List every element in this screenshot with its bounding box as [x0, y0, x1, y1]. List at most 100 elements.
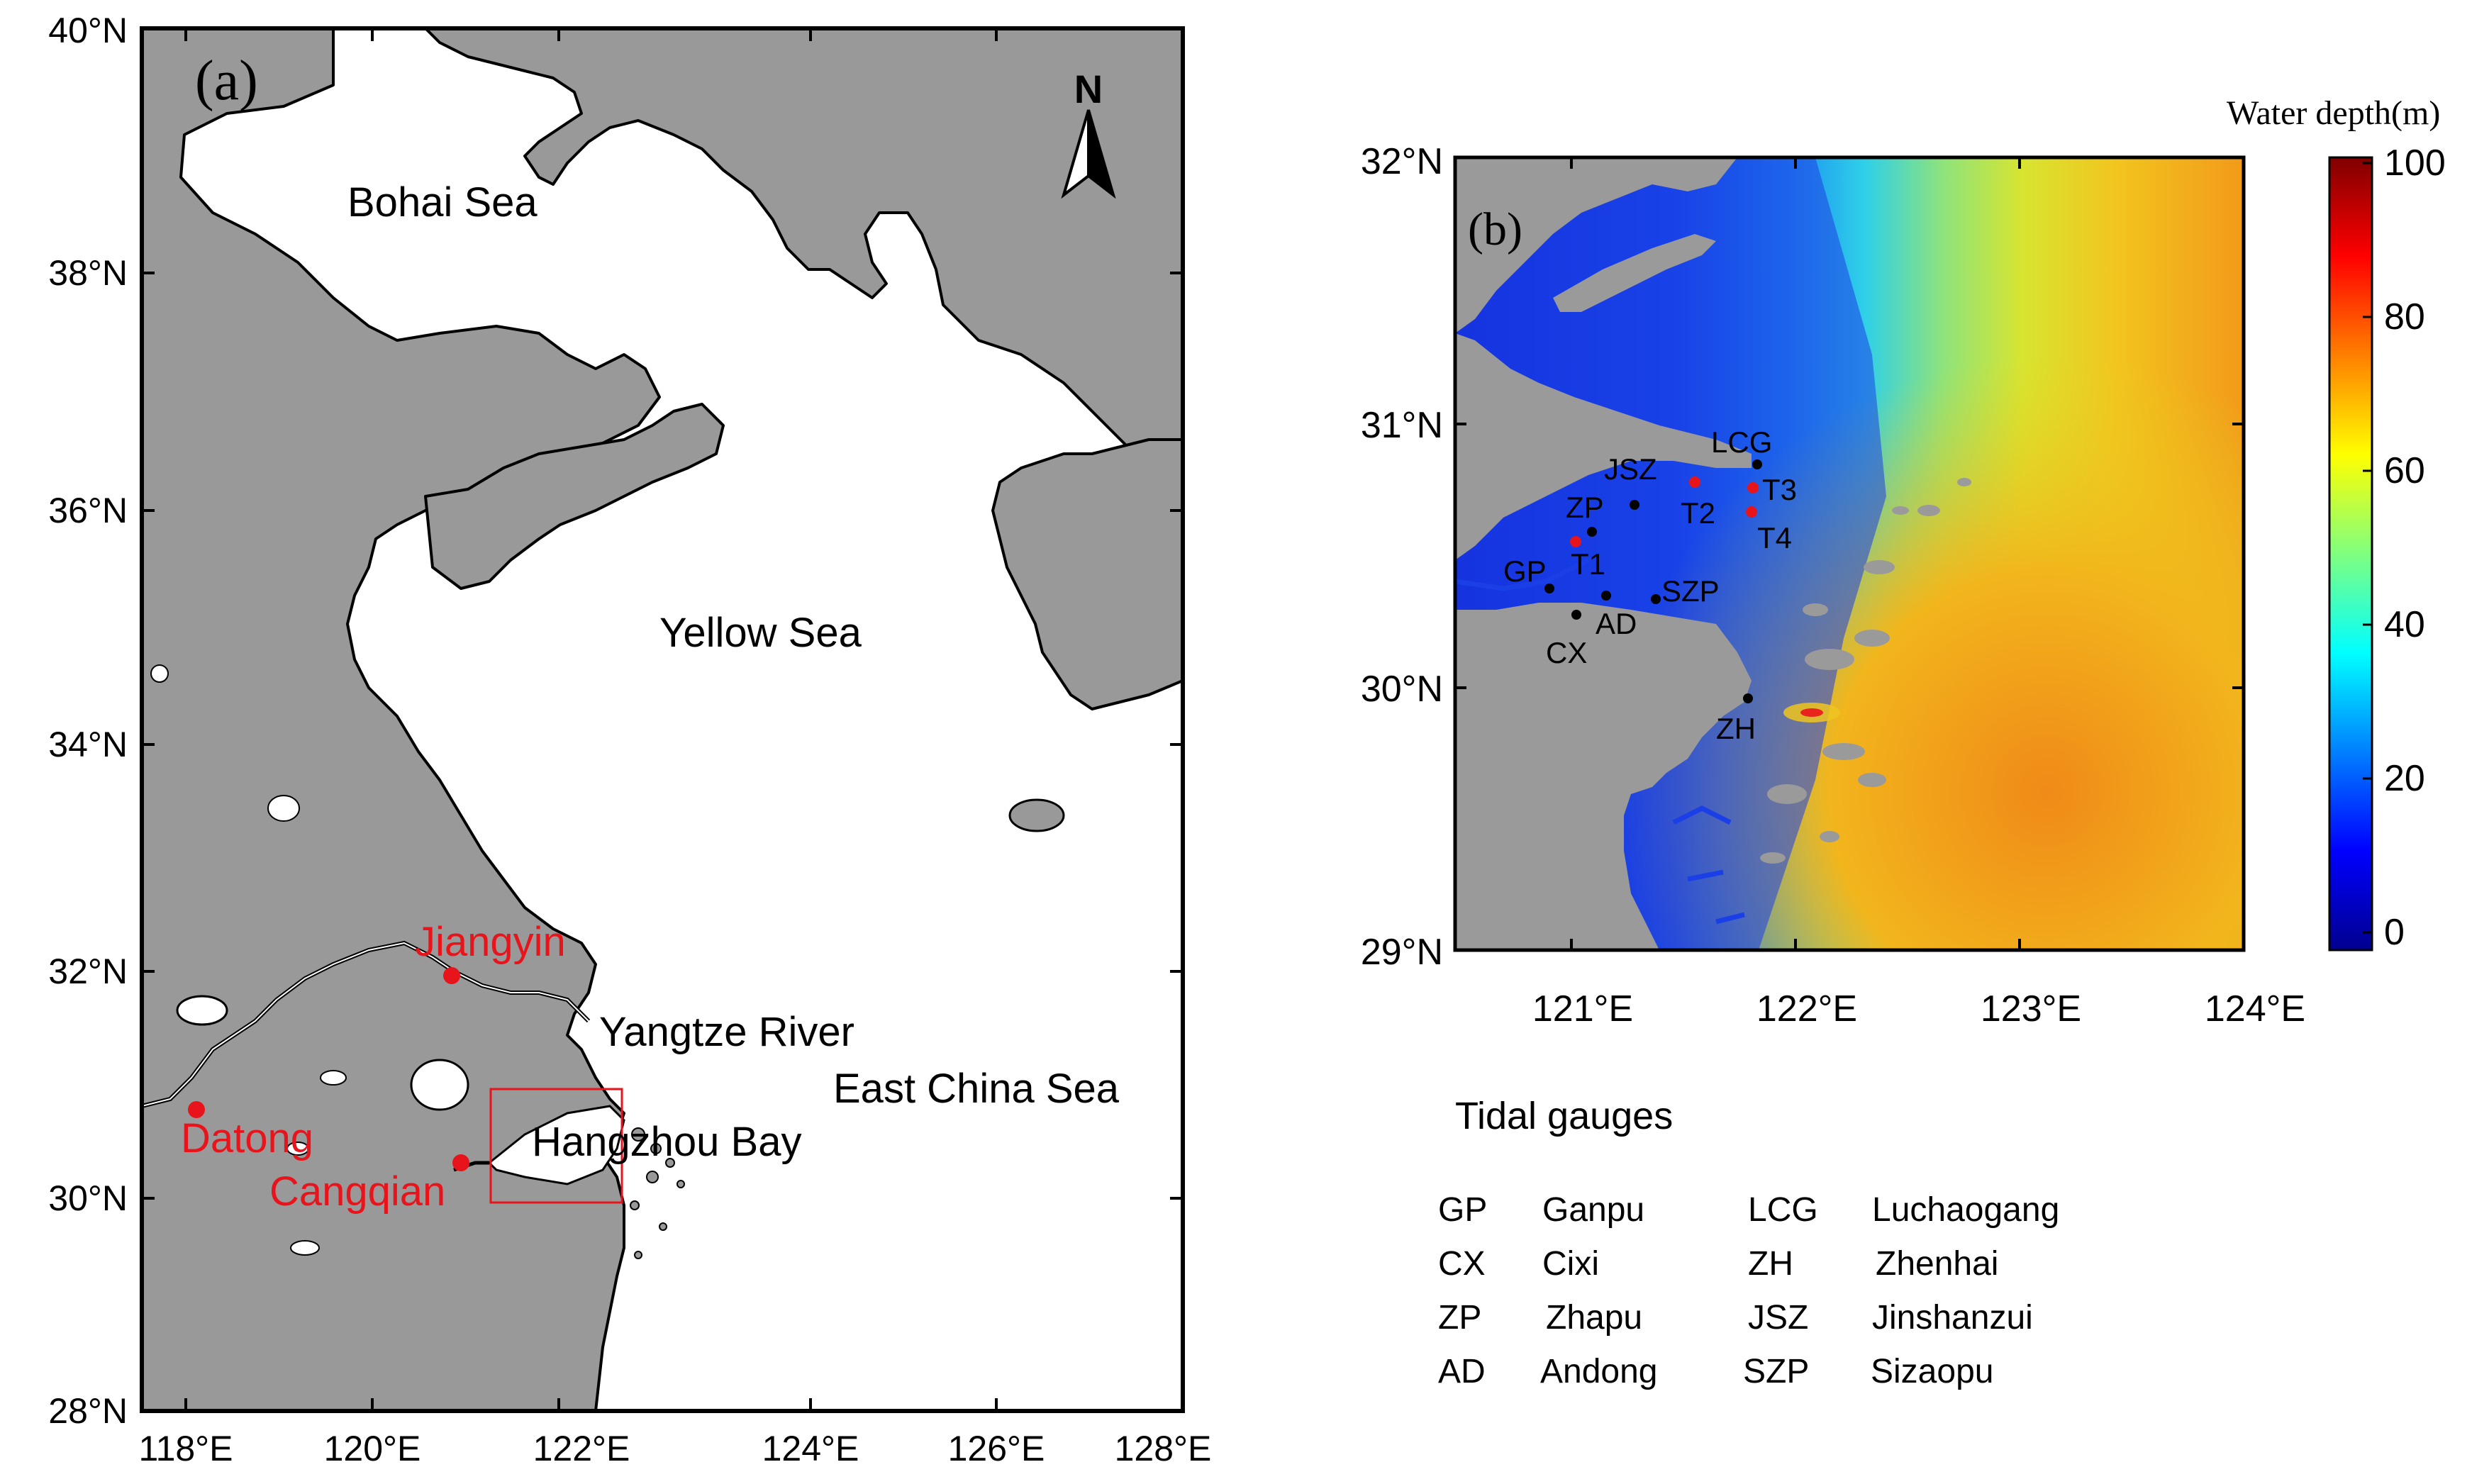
lake-3: [320, 1070, 347, 1086]
legend-code-ad: AD: [1438, 1353, 1486, 1390]
legend-name-jsz: Jinshanzui: [1872, 1299, 2033, 1337]
legend-name-zh: Zhenhai: [1876, 1245, 1998, 1283]
colorbar-label-100: 100: [2384, 143, 2446, 184]
legend-code-lcg: LCG: [1748, 1191, 1818, 1229]
lat-label-38: 38°N: [48, 253, 128, 293]
colorbar-label-60: 60: [2384, 450, 2425, 491]
legend-code-jsz: JSZ: [1748, 1299, 1808, 1337]
legend-title: Tidal gauges: [1455, 1095, 1673, 1137]
tidal-gauges-legend: Tidal gauges GP Ganpu CX Cixi ZP Zhapu A…: [1438, 1095, 2059, 1390]
bohai-sea-label: Bohai Sea: [347, 179, 538, 225]
lake-5: [290, 1240, 320, 1256]
gauge-szp-label: SZP: [1661, 574, 1720, 608]
study-area-box: [489, 1088, 623, 1204]
panel-a-map: .landA{fill:#999999;stroke:#000;stroke-w…: [48, 11, 1211, 1468]
panel-b-ticks: [1455, 157, 2244, 950]
gauge-zp-marker: [1587, 527, 1597, 537]
legend-name-ad: Andong: [1540, 1353, 1658, 1390]
gauge-zh-marker: [1743, 693, 1753, 703]
panel-b-lat-labels: 32°N 31°N 30°N 29°N: [1361, 141, 1443, 973]
station-t3-marker: [1747, 482, 1759, 493]
panel-a-ticks: [142, 28, 1183, 1411]
legend-code-cx: CX: [1438, 1245, 1486, 1283]
gauge-szp-marker: [1651, 594, 1661, 604]
lon-label-128: 128°E: [1115, 1429, 1212, 1468]
lat-label-36: 36°N: [48, 491, 128, 530]
jiangyin-label: Jiangyin: [415, 919, 566, 965]
legend-code-zh: ZH: [1748, 1245, 1793, 1283]
panel-b-frame: [1453, 155, 2246, 952]
station-t3-label: T3: [1762, 473, 1797, 506]
lake-7: [150, 664, 169, 683]
gauge-cx-marker: [1571, 610, 1581, 620]
legend-name-gp: Ganpu: [1542, 1191, 1644, 1229]
gauge-jsz-marker: [1630, 500, 1639, 510]
panel-a-lat-labels: 40°N 38°N 36°N 34°N 32°N 30°N 28°N: [48, 11, 128, 1431]
gauge-zp-label: ZP: [1566, 491, 1604, 524]
gauge-jsz-label: JSZ: [1604, 452, 1657, 486]
depth-colorbar: Water depth(m) 100 80 60 40 20 0: [2227, 94, 2446, 953]
b-lat-label-32: 32°N: [1361, 141, 1443, 182]
lat-label-32: 32°N: [48, 952, 128, 991]
panel-a-landmass: [142, 28, 1183, 1411]
lake-6: [267, 795, 300, 822]
panel-b-lon-labels: 121°E 122°E 123°E 124°E: [1532, 988, 2305, 1030]
north-label: N: [1074, 67, 1103, 111]
lake-4: [286, 1142, 309, 1156]
legend-code-zp: ZP: [1438, 1299, 1481, 1337]
legend-code-szp: SZP: [1743, 1353, 1809, 1390]
station-t4-marker: [1746, 506, 1757, 518]
station-t2-marker: [1689, 476, 1700, 488]
legend-name-lcg: Luchaogang: [1872, 1191, 2059, 1229]
lat-label-28: 28°N: [48, 1391, 128, 1431]
colorbar-label-80: 80: [2384, 296, 2425, 337]
legend-name-cx: Cixi: [1542, 1245, 1599, 1283]
panel-b-land: [1455, 157, 1971, 950]
legend-code-gp: GP: [1438, 1191, 1487, 1229]
b-lat-label-30: 30°N: [1361, 669, 1443, 710]
datong-label: Datong: [181, 1115, 313, 1161]
lake-2: [410, 1059, 469, 1111]
panel-a-lon-labels: 118°E 120°E 122°E 124°E 126°E 128°E: [138, 1429, 1211, 1468]
jiangyin-marker: [443, 967, 460, 984]
lat-label-30: 30°N: [48, 1178, 128, 1218]
jeju-island: [1008, 798, 1065, 832]
colorbar-label-0: 0: [2384, 912, 2405, 953]
panel-b-channels: [1455, 557, 1745, 925]
lat-label-40: 40°N: [48, 11, 128, 50]
gauge-cx-label: CX: [1546, 636, 1587, 669]
hangzhou-bay-label: Hangzhou Bay: [532, 1119, 801, 1165]
hangzhou-bay-water: [487, 1105, 625, 1185]
station-t1-marker: [1570, 536, 1581, 547]
panel-a-label: (a): [195, 50, 258, 112]
panel-b-gauges: LCG JSZ ZP GP CX AD SZP ZH: [1503, 425, 1772, 745]
cangqian-marker: [452, 1154, 469, 1171]
yangtze-river-label: Yangtze River: [599, 1009, 854, 1055]
colorbar-labels: 100 80 60 40 20 0: [2384, 143, 2446, 953]
panel-a-stations: Jiangyin Datong Cangqian: [181, 919, 566, 1215]
cangqian-label: Cangqian: [269, 1168, 445, 1215]
legend-name-szp: Sizaopu: [1871, 1353, 1993, 1390]
gauge-gp-marker: [1544, 584, 1554, 593]
colorbar-ramp: [2328, 156, 2373, 952]
gauge-ad-label: AD: [1596, 607, 1637, 640]
colorbar-ticks: [2363, 162, 2372, 934]
lon-label-122: 122°E: [533, 1429, 630, 1468]
station-t4-label: T4: [1757, 521, 1792, 554]
lon-label-118: 118°E: [138, 1429, 233, 1468]
liaodong-peninsula: [424, 28, 1183, 455]
b-lon-label-124: 124°E: [2205, 988, 2305, 1030]
colorbar-title: Water depth(m): [2227, 94, 2440, 132]
zhoushan-islands: [630, 1127, 685, 1259]
b-lon-label-121: 121°E: [1532, 988, 1633, 1030]
gauge-gp-label: GP: [1503, 554, 1547, 588]
north-arrow-icon: N: [1061, 67, 1116, 199]
lon-label-120: 120°E: [324, 1429, 421, 1468]
panel-b-label: (b): [1468, 203, 1522, 255]
yellow-sea-label: Yellow Sea: [659, 610, 862, 656]
gauge-zh-label: ZH: [1716, 712, 1756, 745]
lon-label-124: 124°E: [762, 1429, 859, 1468]
lake-1: [176, 995, 228, 1026]
panel-a-sea-labels: Bohai Sea Yellow Sea Yangtze River East …: [347, 179, 1120, 1165]
